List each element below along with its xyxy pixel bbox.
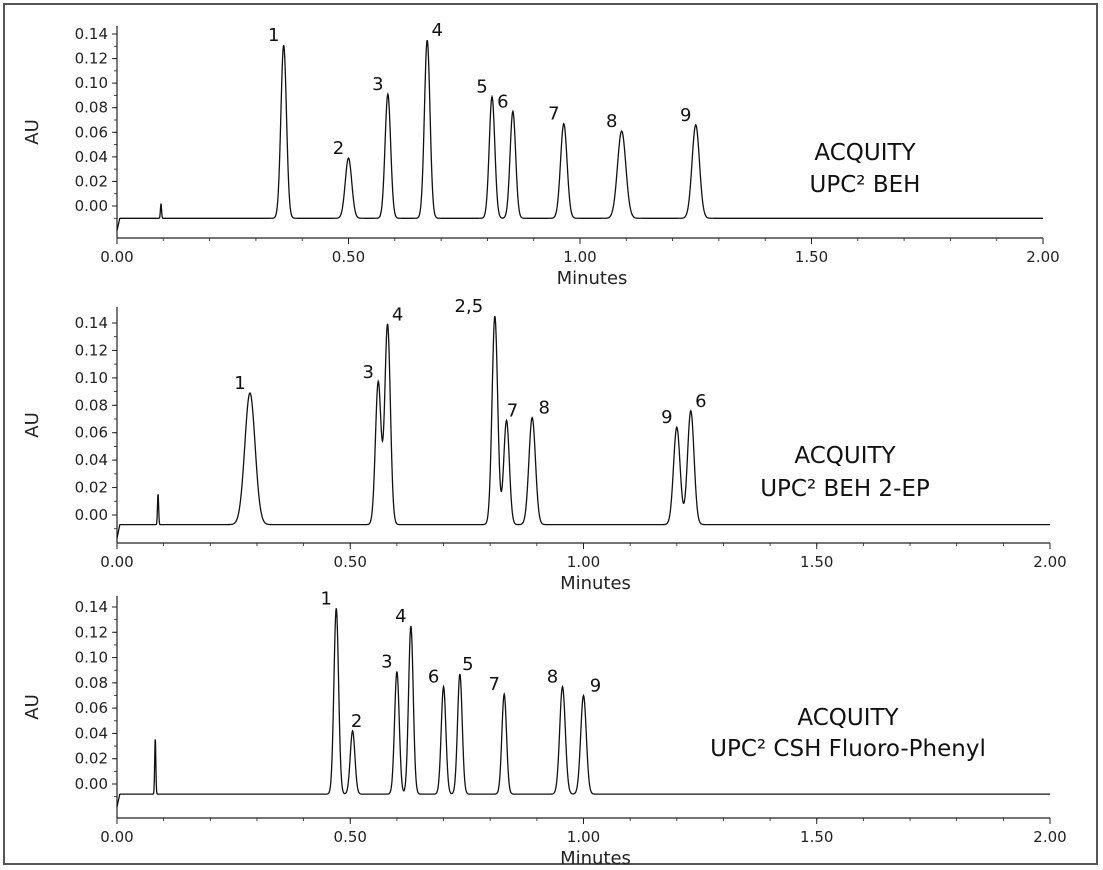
peak-label: 4	[395, 606, 406, 627]
y-tick-label: 0.02	[75, 750, 108, 768]
column-name-line-1: ACQUITY	[814, 140, 916, 166]
y-tick-label: 0.14	[75, 314, 108, 332]
chromatogram-panel-2: 0.00 0.02 0.04 0.06 0.08 0.10 0.12 0.14 0.00 0.50…	[22, 296, 1067, 594]
peak-label: 8	[606, 111, 617, 132]
peak-label: 6	[695, 391, 706, 412]
y-tick-label: 0.02	[75, 172, 108, 190]
peak-label: 8	[547, 667, 558, 688]
column-name-line-1: ACQUITY	[797, 705, 899, 731]
chromatogram-panel-1: 0.00 0.02 0.04 0.06 0.08 0.10 0.12 0.14 0.00 0.50…	[22, 20, 1060, 289]
x-axis-title: Minutes	[560, 573, 631, 594]
y-tick-label: 0.10	[75, 369, 108, 387]
y-tick-label: 0.12	[75, 623, 108, 641]
x-tick-label: 0.00	[100, 828, 133, 846]
peak-label: 2,5	[455, 296, 484, 317]
peak-label: 6	[428, 667, 439, 688]
y-axis-title: AU	[22, 694, 43, 720]
x-tick-label: 1.00	[567, 828, 600, 846]
peak-label: 2	[333, 138, 344, 159]
peak-label: 3	[363, 362, 374, 383]
x-tick-label: 0.00	[100, 553, 133, 571]
peak-label: 4	[431, 20, 442, 41]
chromatogram-trace	[116, 316, 1050, 539]
y-tick-label: 0.04	[75, 148, 108, 166]
y-tick-label: 0.06	[75, 699, 108, 717]
column-name-line-2: UPC² BEH	[810, 172, 921, 198]
chromatogram-trace	[116, 608, 1050, 807]
x-tick-label: 2.00	[1033, 553, 1066, 571]
y-tick-label: 0.10	[75, 74, 108, 92]
y-tick-label: 0.02	[75, 479, 108, 497]
y-tick-label: 0.00	[75, 197, 108, 215]
peak-label: 9	[680, 105, 691, 126]
x-tick-label: 1.50	[795, 248, 828, 266]
x-tick-label: 1.00	[563, 248, 596, 266]
peak-label: 8	[538, 398, 549, 419]
x-tick-label: 0.50	[334, 553, 367, 571]
y-tick-label: 0.00	[75, 775, 108, 793]
x-tick-label: 2.00	[1033, 828, 1066, 846]
peak-label: 1	[234, 373, 245, 394]
y-tick-label: 0.08	[75, 674, 108, 692]
x-axis-title: Minutes	[560, 848, 631, 869]
y-tick-label: 0.04	[75, 451, 108, 469]
y-tick-label: 0.00	[75, 506, 108, 524]
peak-label: 7	[548, 104, 559, 125]
peak-label: 3	[372, 74, 383, 95]
column-name-line-2: UPC² BEH 2-EP	[760, 476, 930, 502]
peak-label: 2	[351, 711, 362, 732]
peak-label: 9	[661, 407, 672, 428]
y-tick-label: 0.06	[75, 123, 108, 141]
x-axis-title: Minutes	[557, 268, 628, 289]
peak-label: 1	[268, 25, 279, 46]
x-tick-label: 0.50	[334, 828, 367, 846]
peak-label: 5	[476, 77, 487, 98]
column-name-line-1: ACQUITY	[794, 443, 896, 469]
y-axis-title: AU	[22, 119, 43, 145]
peak-label: 9	[590, 676, 601, 697]
peak-label: 4	[392, 304, 403, 325]
peak-label: 5	[462, 654, 473, 675]
y-tick-label: 0.06	[75, 424, 108, 442]
peak-label: 3	[381, 651, 392, 672]
x-tick-label: 1.00	[567, 553, 600, 571]
chromatogram-panel-3: 0.00 0.02 0.04 0.06 0.08 0.10 0.12 0.14 0.00 0.50…	[22, 588, 1067, 869]
x-tick-label: 2.00	[1026, 248, 1059, 266]
chromatogram-trace	[116, 39, 1043, 231]
y-tick-label: 0.10	[75, 649, 108, 667]
y-tick-label: 0.14	[75, 598, 108, 616]
x-tick-label: 0.00	[100, 248, 133, 266]
y-tick-label: 0.08	[75, 396, 108, 414]
y-tick-label: 0.04	[75, 724, 108, 742]
peak-label: 6	[497, 91, 508, 112]
peak-label: 7	[507, 400, 518, 421]
x-tick-label: 0.50	[332, 248, 365, 266]
y-tick-label: 0.12	[75, 341, 108, 359]
peak-label: 1	[321, 588, 332, 609]
y-axis-title: AU	[22, 412, 43, 438]
column-name-line-2: UPC² CSH Fluoro-Phenyl	[710, 736, 986, 762]
x-tick-label: 1.50	[800, 828, 833, 846]
peak-label: 7	[488, 674, 499, 695]
y-tick-label: 0.08	[75, 99, 108, 117]
y-tick-label: 0.14	[75, 25, 108, 43]
x-tick-label: 1.50	[800, 553, 833, 571]
y-tick-label: 0.12	[75, 50, 108, 68]
figure-frame	[3, 3, 1098, 865]
